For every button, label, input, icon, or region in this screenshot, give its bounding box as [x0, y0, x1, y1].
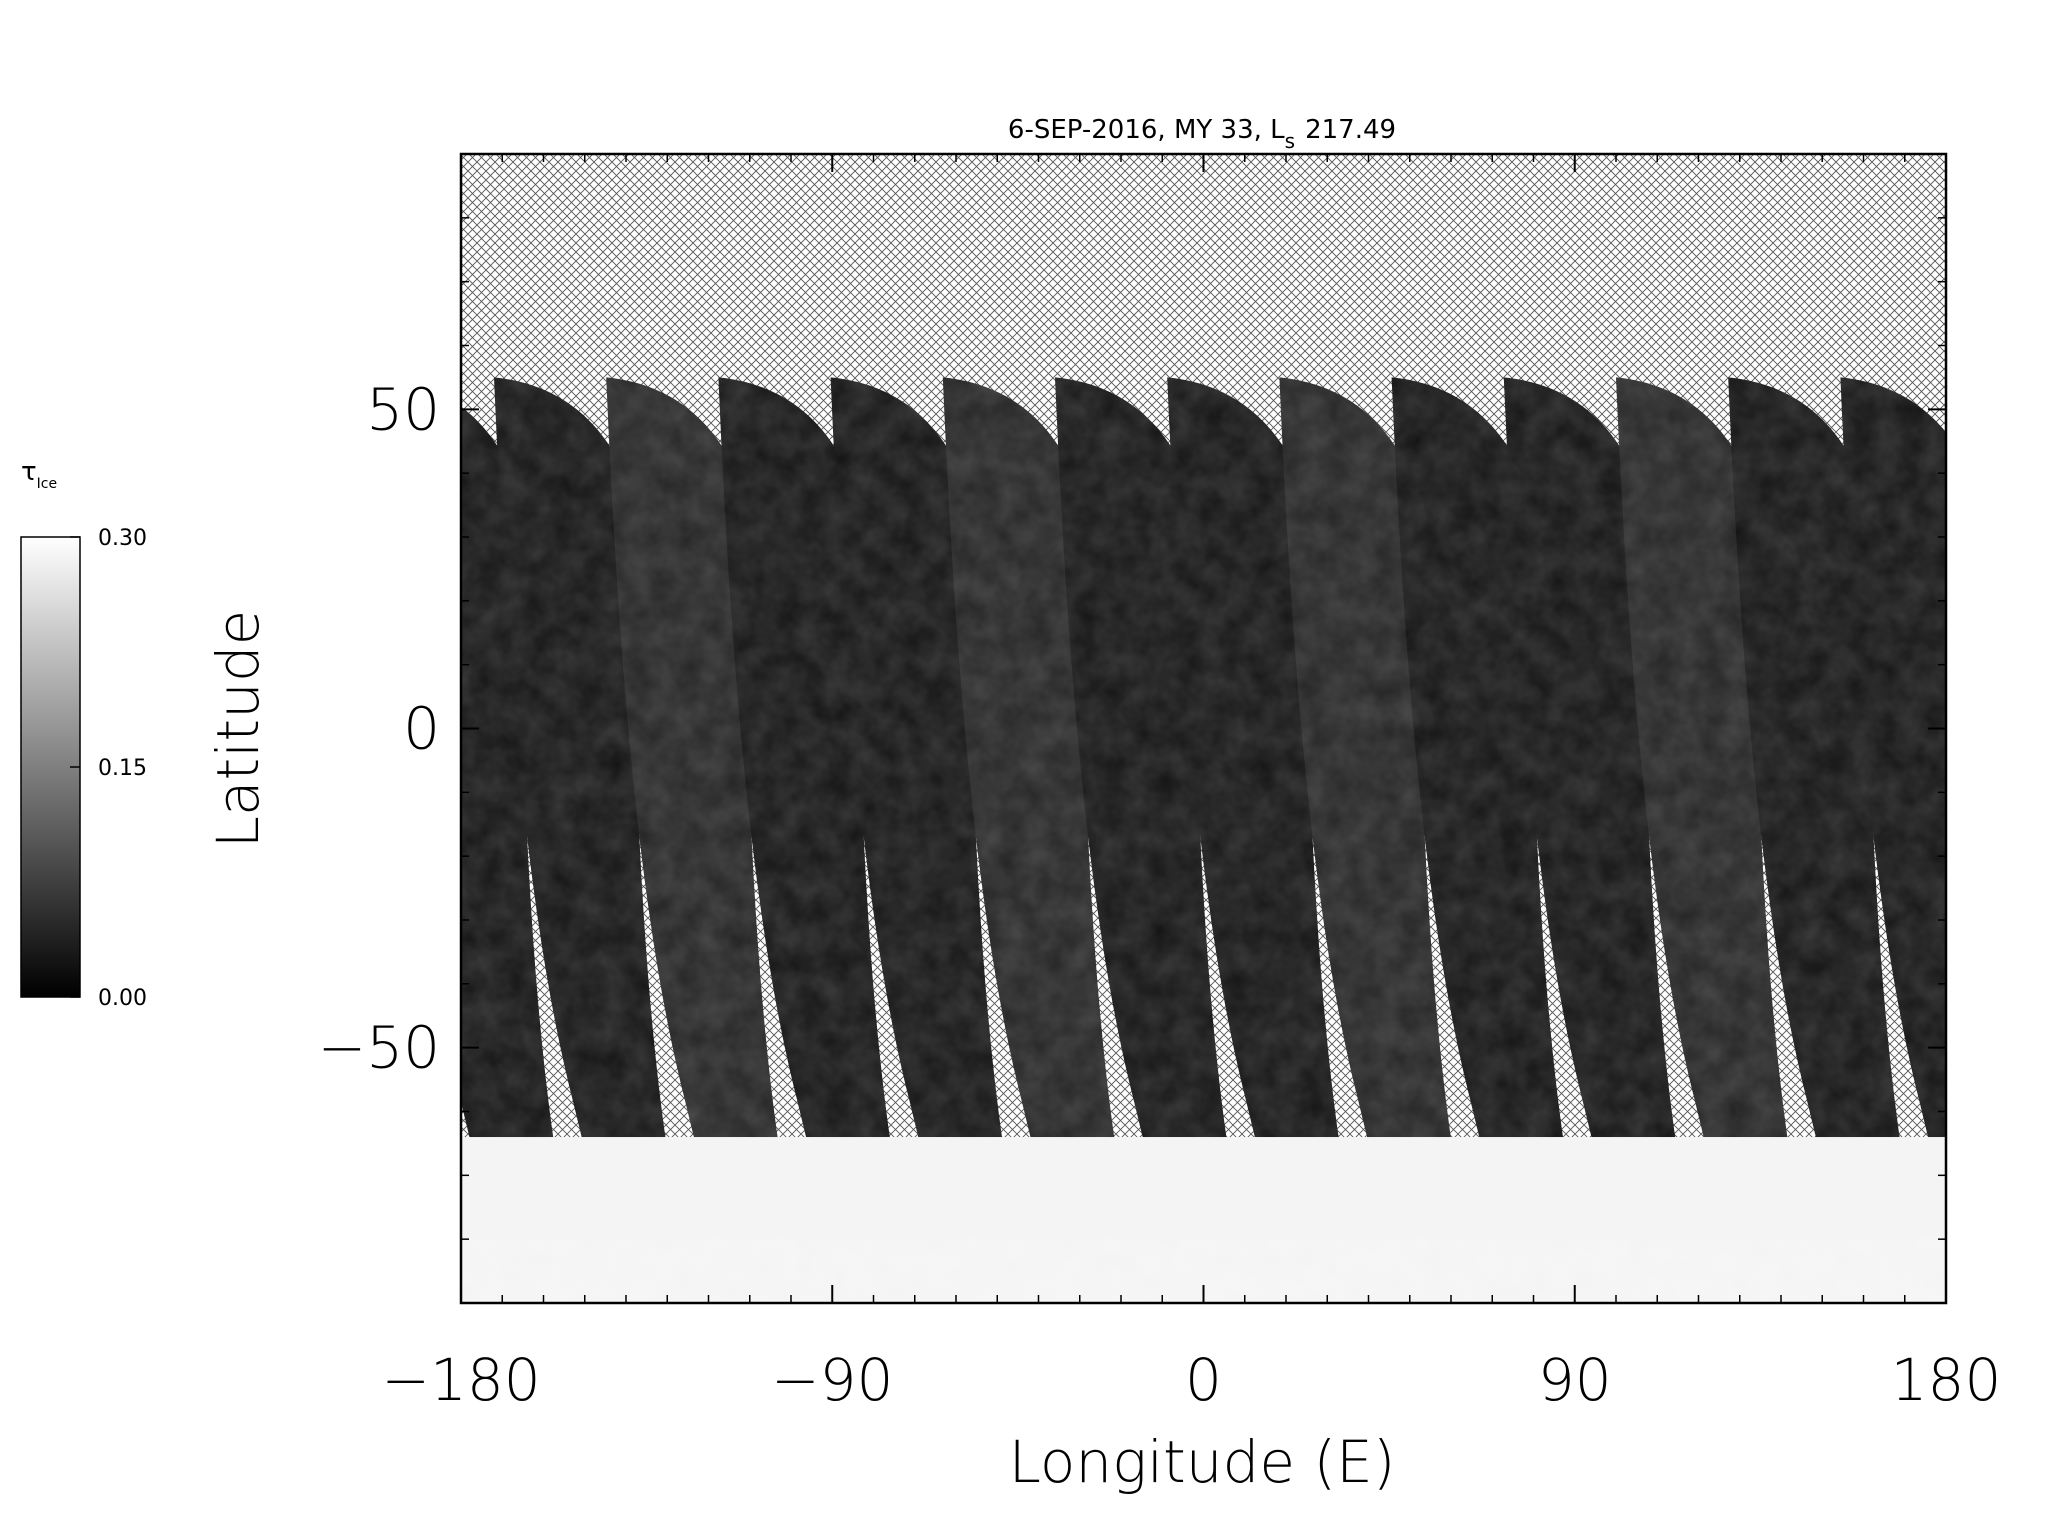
x-tick-label: 0: [1185, 1346, 1222, 1414]
x-tick-label: −90: [771, 1346, 893, 1414]
chart-title: 6-SEP-2016, MY 33, Ls 217.49: [1008, 115, 1396, 153]
x-tick-label: −180: [381, 1346, 540, 1414]
colorbar-label: τIce: [21, 457, 57, 492]
axes: −180 −90 0 90 180 −50 0 50: [318, 153, 2002, 1414]
title-subscript: s: [1285, 129, 1295, 153]
colorbar-symbol: τ: [21, 457, 37, 487]
colorbar-tick-label: 0.30: [98, 526, 147, 551]
colorbar-subscript: Ice: [37, 476, 57, 492]
title-main: 6-SEP-2016, MY 33, L: [1008, 115, 1285, 145]
colorbar-tick-label: 0.00: [98, 986, 147, 1011]
x-tick-label: 90: [1538, 1346, 1612, 1414]
x-axis-label: Longitude (E): [1009, 1428, 1396, 1496]
colorbar-tick-label: 0.15: [98, 756, 147, 781]
data-swaths: [461, 377, 2048, 1303]
y-axis-label: Latitude: [204, 610, 272, 849]
swath: [1953, 377, 2048, 1149]
swath-texture: [1840, 377, 1946, 1150]
swath-texture: [1953, 377, 2048, 1149]
title-suffix: 217.49: [1305, 115, 1396, 145]
y-tick-label: 0: [403, 695, 440, 763]
y-tick-label: 50: [366, 375, 440, 443]
y-tick-label: −50: [318, 1014, 440, 1082]
swath-texture: [461, 406, 556, 1150]
x-tick-label: 180: [1891, 1346, 2002, 1414]
